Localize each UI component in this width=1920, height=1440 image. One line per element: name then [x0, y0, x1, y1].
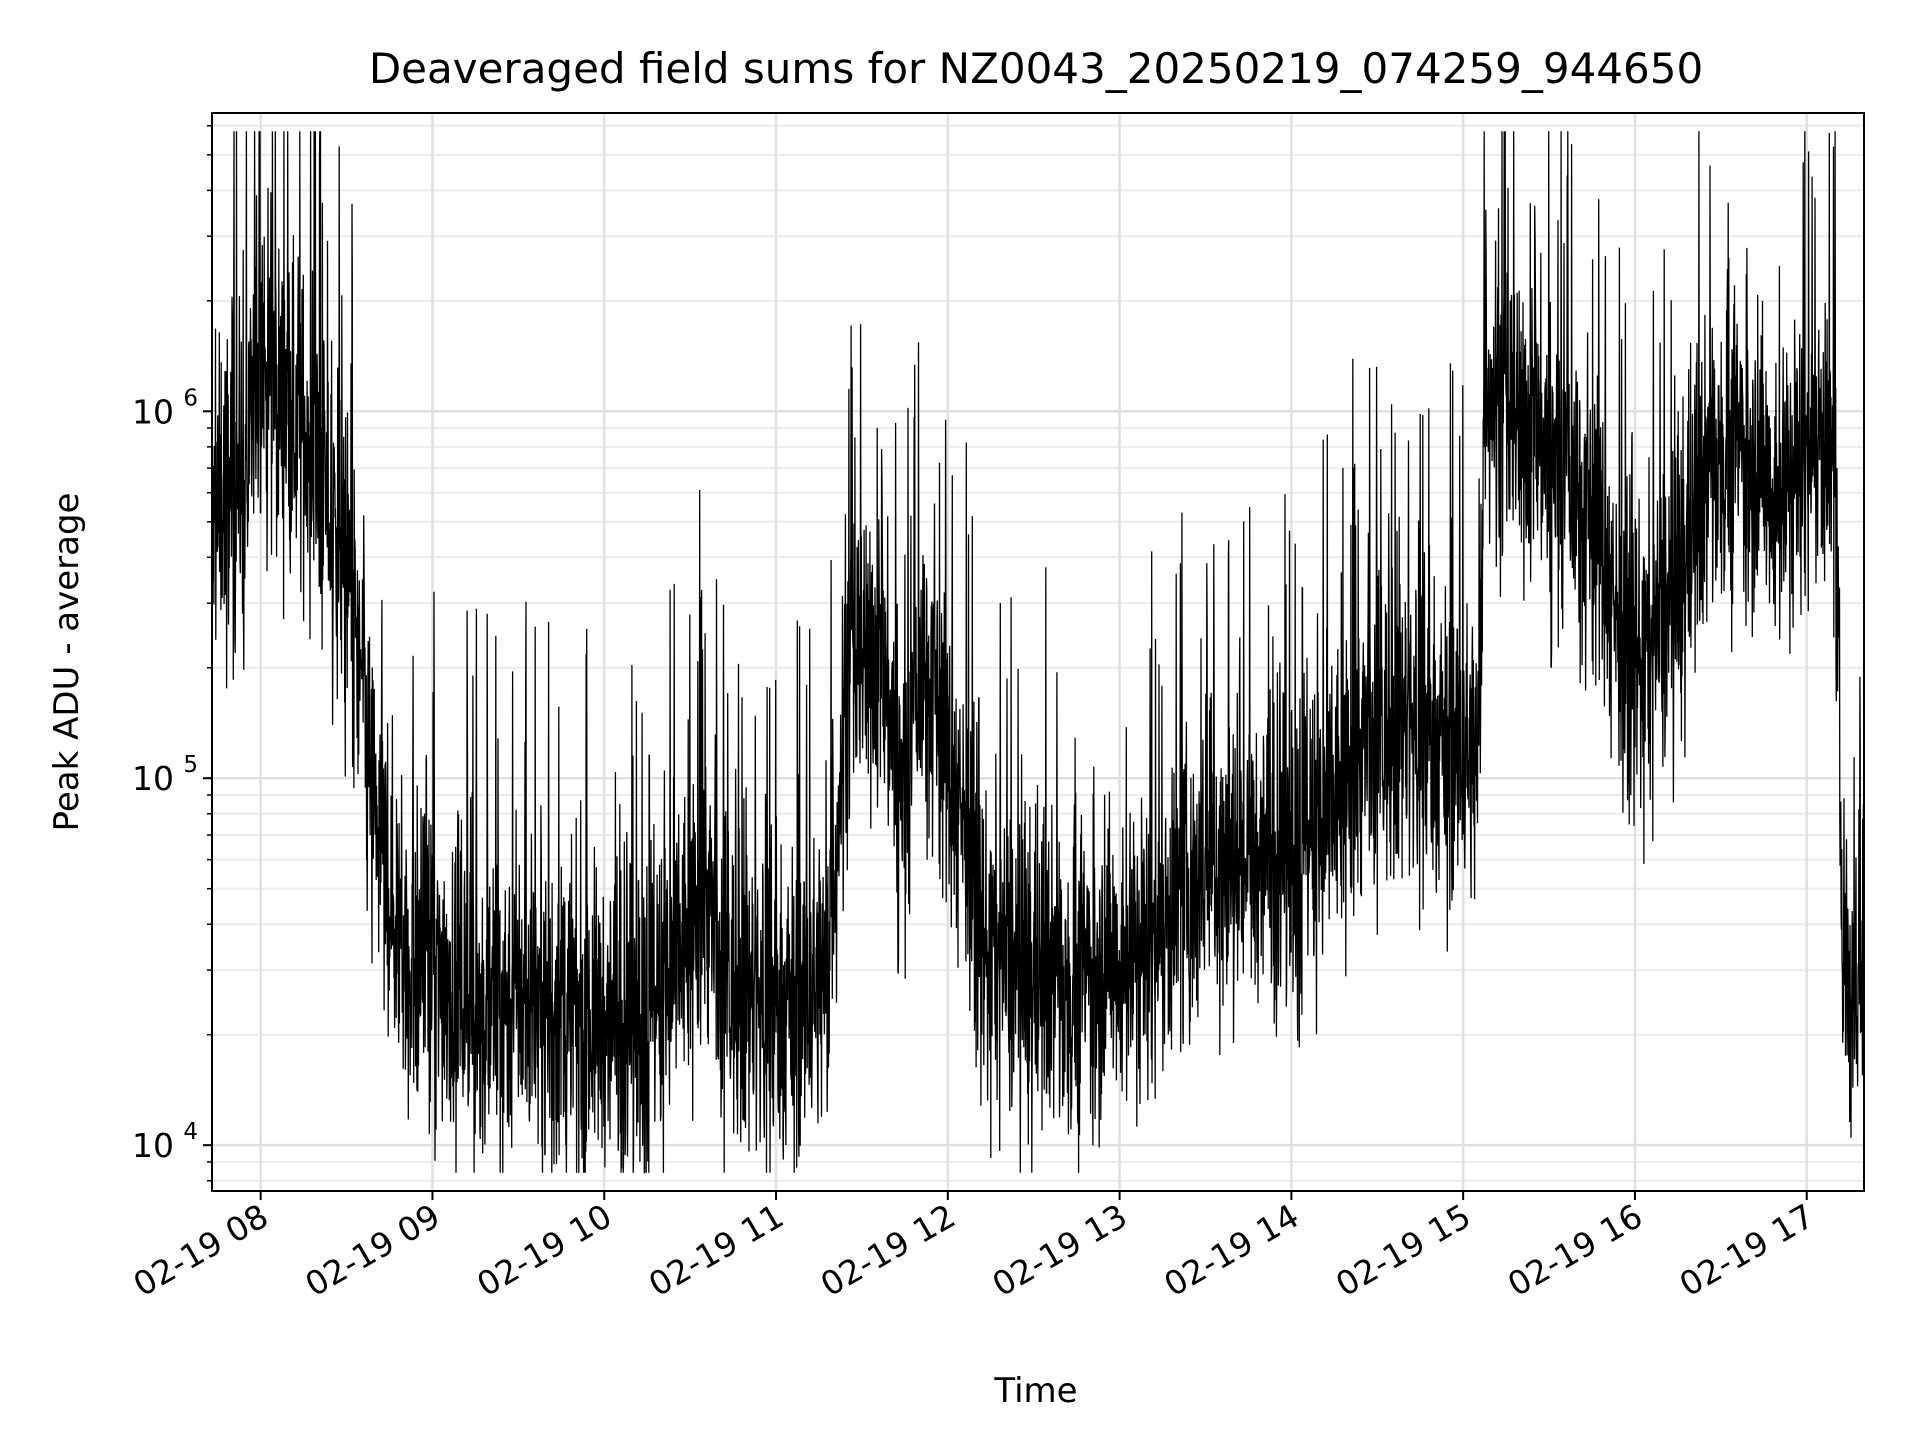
chart-title: Deaveraged field sums for NZ0043_2025021… — [369, 44, 1703, 93]
y-tick-exponent: 5 — [183, 752, 198, 778]
plot-frame — [211, 112, 1865, 1192]
series-line — [211, 131, 1865, 1174]
x-axis-label: Time — [993, 1371, 1077, 1411]
y-axis-label: Peak ADU - average — [47, 493, 87, 832]
y-tick-label: 10 — [132, 1126, 174, 1165]
axes — [211, 112, 1865, 1192]
y-tick-exponent: 4 — [183, 1119, 198, 1145]
series-layer — [211, 131, 1865, 1174]
y-tick-label: 10 — [132, 392, 174, 431]
y-axis-ticks: 10 4 10 5 10 6 — [132, 125, 212, 1182]
y-tick-label: 10 — [132, 759, 174, 798]
y-tick-exponent: 6 — [183, 385, 198, 411]
